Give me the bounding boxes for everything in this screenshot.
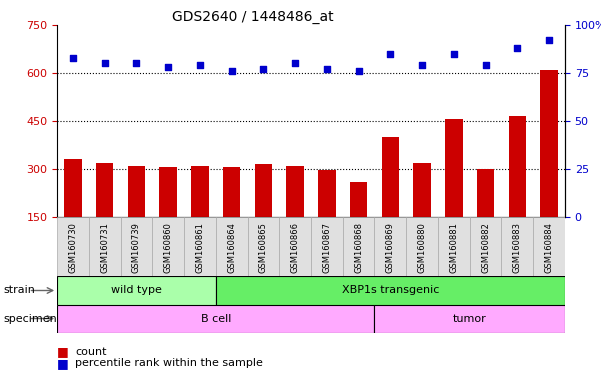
Point (354, 68, 364, 74)
Text: tumor: tumor (453, 313, 487, 324)
Point (481, 62, 490, 68)
Text: GSM160730: GSM160730 (69, 222, 78, 273)
Bar (57, 217, 89, 276)
Text: ■: ■ (57, 357, 69, 370)
Bar (121, 217, 152, 276)
Text: wild type: wild type (111, 285, 162, 296)
Text: GSM160884: GSM160884 (545, 222, 554, 273)
Bar (248, 217, 279, 276)
Point (132, 60, 141, 66)
Bar (255, 164, 272, 217)
Bar (501, 217, 533, 276)
Bar (374, 305, 565, 333)
Text: GSM160865: GSM160865 (259, 222, 268, 273)
Bar (508, 116, 526, 217)
Bar (223, 167, 240, 217)
Bar (191, 166, 209, 217)
Bar (406, 217, 438, 276)
Bar (533, 217, 565, 276)
Point (322, 66, 332, 72)
Bar (540, 70, 558, 217)
Point (163, 64, 173, 70)
Text: GSM160880: GSM160880 (418, 222, 427, 273)
Text: strain: strain (3, 285, 35, 296)
Point (545, 37, 554, 43)
Text: specimen: specimen (3, 313, 56, 324)
Text: count: count (75, 347, 106, 357)
Bar (445, 119, 463, 217)
Bar (159, 167, 177, 217)
Point (100, 60, 109, 66)
Bar (343, 217, 374, 276)
Bar (152, 217, 184, 276)
Bar (477, 169, 494, 217)
Text: XBP1s transgenic: XBP1s transgenic (342, 285, 439, 296)
Bar (57, 305, 374, 333)
Bar (413, 162, 431, 217)
Bar (216, 217, 248, 276)
Bar (311, 217, 343, 276)
Bar (350, 182, 367, 217)
Bar (318, 170, 335, 217)
Text: GSM160864: GSM160864 (227, 222, 236, 273)
Text: GSM160868: GSM160868 (354, 222, 363, 273)
Point (195, 62, 205, 68)
Text: GSM160731: GSM160731 (100, 222, 109, 273)
Text: GSM160739: GSM160739 (132, 222, 141, 273)
Bar (382, 137, 399, 217)
Bar (374, 217, 406, 276)
Text: GSM160861: GSM160861 (195, 222, 204, 273)
Point (449, 51, 459, 57)
Text: B cell: B cell (201, 313, 231, 324)
Bar (89, 217, 121, 276)
Point (513, 45, 522, 51)
Point (258, 66, 268, 72)
Bar (128, 166, 145, 217)
Text: GSM160883: GSM160883 (513, 222, 522, 273)
Text: GSM160869: GSM160869 (386, 222, 395, 273)
Bar (64, 159, 82, 217)
Bar (470, 217, 501, 276)
Text: GSM160866: GSM160866 (291, 222, 300, 273)
Text: GSM160882: GSM160882 (481, 222, 490, 273)
Text: GSM160860: GSM160860 (163, 222, 172, 273)
Point (227, 68, 236, 74)
Bar (216, 276, 565, 305)
Bar (279, 217, 311, 276)
Bar (287, 166, 304, 217)
Bar (438, 217, 470, 276)
Text: GSM160867: GSM160867 (322, 222, 331, 273)
Bar (184, 217, 216, 276)
Text: percentile rank within the sample: percentile rank within the sample (75, 358, 263, 368)
Text: GSM160881: GSM160881 (450, 222, 459, 273)
Bar (57, 276, 216, 305)
Point (290, 60, 300, 66)
Text: GDS2640 / 1448486_at: GDS2640 / 1448486_at (172, 10, 333, 23)
Point (68, 55, 78, 61)
Text: ■: ■ (57, 345, 69, 358)
Bar (96, 162, 114, 217)
Point (386, 51, 395, 57)
Point (417, 62, 427, 68)
